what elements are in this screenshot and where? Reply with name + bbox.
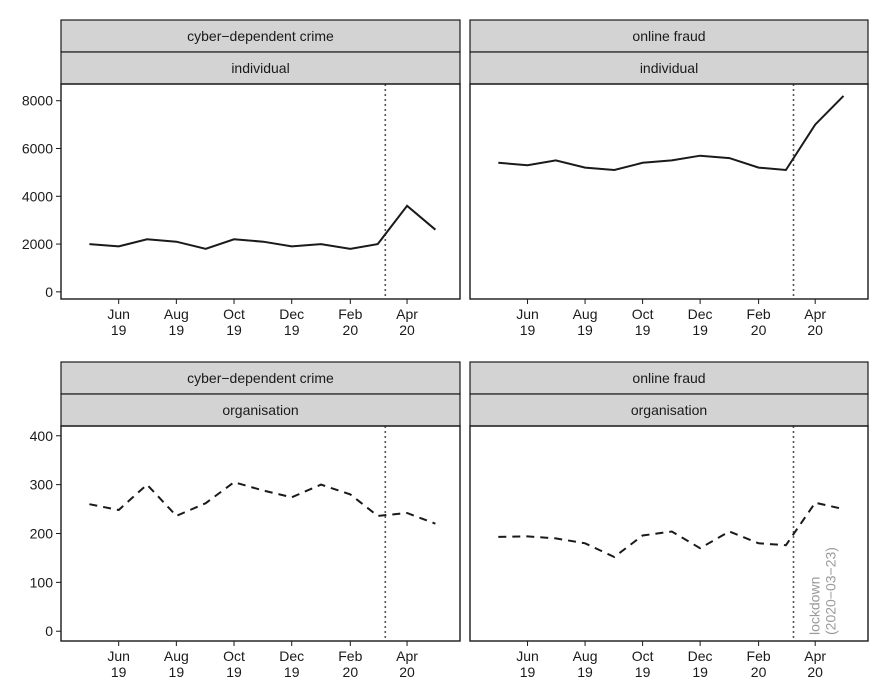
series-line — [498, 95, 845, 172]
x-tick-label-month: Aug — [573, 306, 598, 322]
strip-top-label: online fraud — [632, 370, 705, 386]
y-tick-label: 4000 — [22, 188, 53, 204]
strip-bottom-background — [60, 393, 461, 427]
y-tick-label: 0 — [45, 623, 53, 639]
x-tick-label-month: Dec — [279, 648, 304, 664]
series-line — [89, 481, 436, 525]
x-tick-label-year: 19 — [520, 322, 536, 338]
x-tick-label-month: Jun — [516, 648, 539, 664]
x-tick-label-year: 20 — [807, 664, 823, 680]
x-tick-label-year: 20 — [807, 322, 823, 338]
x-tick-label-year: 20 — [343, 664, 359, 680]
panel-1: cyber−dependent crime individual 0 2000 4000… — [22, 19, 461, 338]
x-tick-label-year: 19 — [692, 664, 708, 680]
panel-border — [469, 83, 869, 300]
strip-top-background — [60, 361, 461, 395]
x-tick-label-month: Oct — [223, 306, 245, 322]
y-tick-label: 100 — [30, 574, 54, 590]
x-tick-label-year: 19 — [692, 322, 708, 338]
x-tick-label-month: Oct — [632, 306, 654, 322]
x-tick-label-year: 20 — [399, 664, 415, 680]
y-tick-label: 6000 — [22, 141, 53, 157]
x-tick-label-year: 19 — [169, 322, 185, 338]
strip-bottom-background — [469, 393, 869, 427]
x-tick-label-month: Aug — [573, 648, 598, 664]
x-tick-label-year: 19 — [169, 664, 185, 680]
y-tick-label: 0 — [45, 284, 53, 300]
x-tick-label-month: Apr — [804, 306, 826, 322]
strip-top-background — [469, 19, 869, 53]
strip-bottom-background — [60, 51, 461, 85]
strip-bottom-background — [469, 51, 869, 85]
y-tick-label: 400 — [30, 428, 54, 444]
x-tick-label-month: Dec — [688, 648, 713, 664]
lockdown-annotation-label: lockdown — [806, 577, 822, 635]
strip-top-background — [60, 19, 461, 53]
y-tick-label: 200 — [30, 526, 54, 542]
x-tick-label-year: 19 — [226, 664, 242, 680]
x-tick-label-year: 19 — [635, 322, 651, 338]
strip-top-label: cyber−dependent crime — [187, 28, 334, 44]
strip-top-background — [469, 361, 869, 395]
panel-2: online fraudindividualJun19Aug19Oct19Dec… — [469, 19, 869, 338]
strip-bottom-label: individual — [640, 60, 698, 76]
strip-top-label: online fraud — [632, 28, 705, 44]
x-tick-label-month: Oct — [632, 648, 654, 664]
strip-top-label: cyber−dependent crime — [187, 370, 334, 386]
panel-border — [60, 425, 461, 642]
x-tick-label-year: 19 — [284, 322, 300, 338]
strip-bottom-label: organisation — [222, 402, 298, 418]
x-tick-label-year: 20 — [751, 322, 767, 338]
x-tick-label-year: 20 — [399, 322, 415, 338]
x-tick-label-month: Apr — [396, 648, 418, 664]
strip-bottom-label: individual — [231, 60, 289, 76]
series-line — [89, 204, 437, 250]
x-tick-label-month: Jun — [107, 306, 130, 322]
series-line — [498, 501, 844, 559]
x-tick-label-year: 19 — [635, 664, 651, 680]
y-tick-label: 8000 — [22, 93, 53, 109]
x-tick-label-month: Dec — [279, 306, 304, 322]
x-tick-label-month: Aug — [164, 648, 189, 664]
x-tick-label-month: Jun — [516, 306, 539, 322]
x-tick-label-year: 20 — [343, 322, 359, 338]
lockdown-annotation-date: (2020−03−23) — [822, 547, 838, 635]
x-tick-label-month: Feb — [747, 306, 771, 322]
panel-3: cyber−dependent crime organisation 0 100 200… — [30, 361, 461, 680]
x-tick-label-month: Oct — [223, 648, 245, 664]
x-tick-label-month: Feb — [338, 306, 362, 322]
x-tick-label-month: Aug — [164, 306, 189, 322]
x-tick-label-month: Feb — [338, 648, 362, 664]
x-tick-label-year: 19 — [577, 664, 593, 680]
x-tick-label-year: 19 — [111, 664, 127, 680]
panel-border — [469, 425, 869, 642]
x-tick-label-year: 19 — [226, 322, 242, 338]
y-tick-label: 2000 — [22, 236, 53, 252]
x-tick-label-year: 19 — [284, 664, 300, 680]
x-tick-label-month: Jun — [107, 648, 130, 664]
x-tick-label-year: 19 — [111, 322, 127, 338]
x-tick-label-year: 20 — [751, 664, 767, 680]
x-tick-label-month: Apr — [396, 306, 418, 322]
panel-4: online fraudorganisationJun19Aug19Oct19D… — [469, 361, 869, 680]
x-tick-label-month: Feb — [747, 648, 771, 664]
x-tick-label-year: 19 — [520, 664, 536, 680]
x-tick-label-year: 19 — [577, 322, 593, 338]
strip-bottom-label: organisation — [631, 402, 707, 418]
panel-border — [60, 83, 461, 300]
x-tick-label-month: Dec — [688, 306, 713, 322]
x-tick-label-month: Apr — [804, 648, 826, 664]
y-tick-label: 300 — [30, 477, 54, 493]
